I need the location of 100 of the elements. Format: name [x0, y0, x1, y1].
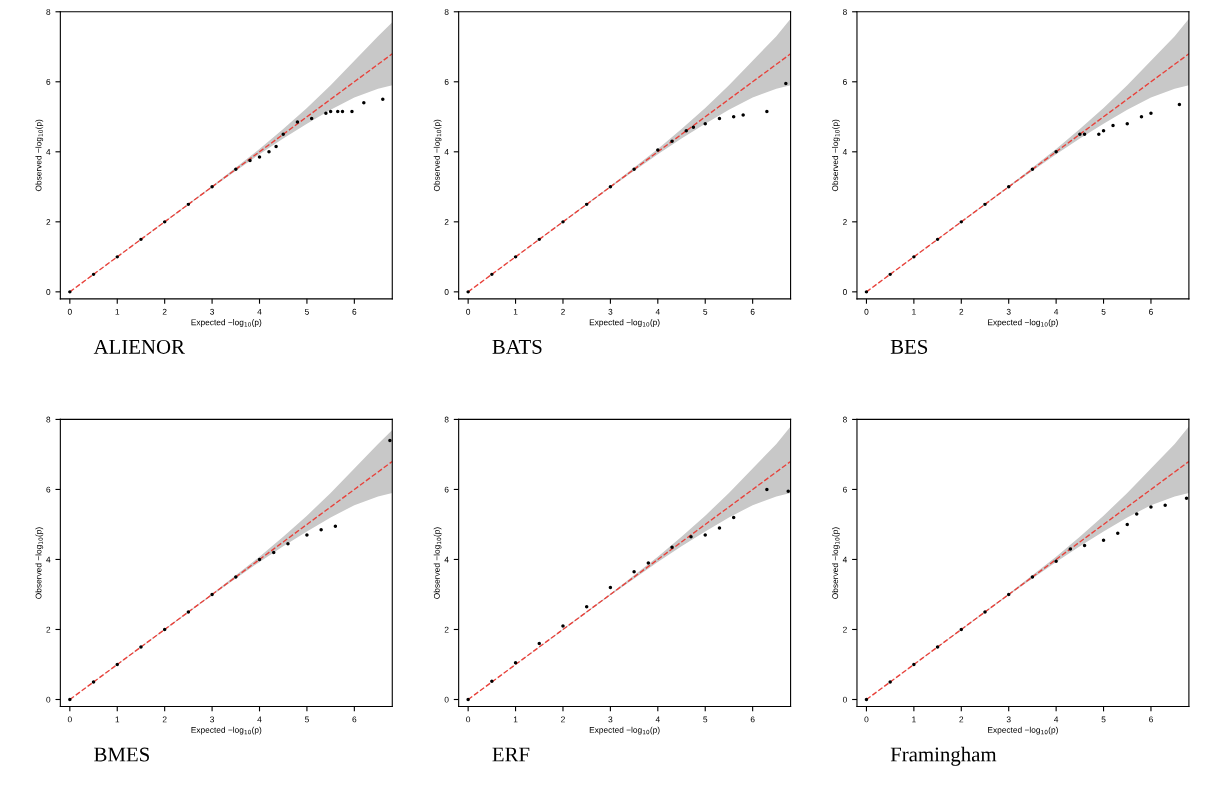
- x-axis-title: Expected −log$_{10}$(p): [988, 726, 1058, 735]
- point: [328, 109, 333, 114]
- point: [691, 125, 696, 130]
- x-tick-label: 0: [864, 308, 869, 315]
- x-tick-label: 6: [750, 716, 755, 723]
- y-tick-label: 4: [842, 556, 847, 563]
- point: [1007, 592, 1011, 597]
- x-tick-label: 5: [703, 716, 708, 723]
- point: [741, 113, 745, 117]
- text: ALIENOR: [93, 339, 185, 354]
- point: [584, 202, 589, 207]
- point: [324, 111, 328, 115]
- x-tick-label: 3: [608, 716, 613, 723]
- x-tick-label: 4: [655, 716, 660, 723]
- point: [656, 148, 660, 152]
- point: [267, 150, 271, 154]
- x-tick-label: 3: [1006, 308, 1011, 315]
- x-tick-label: 0: [466, 716, 471, 723]
- x-tick-label: 1: [513, 716, 518, 723]
- point: [1139, 115, 1144, 119]
- x-tick-label: 1: [513, 308, 518, 315]
- point: [1135, 512, 1139, 516]
- point: [717, 116, 722, 121]
- x-tick-label: 5: [304, 716, 309, 723]
- point: [139, 237, 143, 242]
- x-tick-label: 5: [304, 308, 309, 315]
- point: [286, 542, 290, 546]
- point: [1030, 167, 1035, 172]
- x-tick-label: 3: [608, 308, 613, 315]
- text: Framingham: [890, 746, 997, 766]
- x-tick-label: 6: [352, 716, 357, 723]
- point: [537, 641, 541, 646]
- y-tick-label: 0: [842, 289, 847, 295]
- x-tick-label: 6: [1149, 716, 1153, 723]
- point: [983, 610, 987, 614]
- y-tick-label: 4: [46, 556, 51, 563]
- point: [1125, 522, 1129, 527]
- point: [632, 570, 636, 574]
- point: [490, 272, 494, 277]
- x-tick-label: 1: [115, 308, 120, 315]
- point: [91, 272, 96, 277]
- y-axis-title: Observed −log$_{10}$(p): [433, 119, 442, 192]
- y-tick-label: 0: [842, 696, 847, 703]
- point: [784, 81, 788, 86]
- y-tick-label: 6: [843, 486, 847, 493]
- x-axis-title: Expected −log$_{10}$(p): [589, 726, 660, 735]
- x-tick-label: 5: [1101, 716, 1106, 723]
- point: [272, 550, 276, 555]
- y-tick-label: 8: [46, 416, 51, 423]
- x-tick-label: 0: [864, 716, 869, 723]
- point: [1149, 111, 1153, 115]
- y-tick-label: 0: [444, 289, 449, 295]
- point: [309, 116, 314, 121]
- x-tick-label: 0: [466, 308, 471, 315]
- x-tick-label: 2: [561, 716, 565, 723]
- y-tick-label: 0: [444, 696, 449, 703]
- point: [1054, 559, 1058, 563]
- point: [186, 202, 191, 207]
- point: [139, 645, 143, 649]
- y-tick-label: 6: [444, 78, 449, 85]
- x-tick-label: 4: [655, 308, 660, 315]
- point: [561, 624, 565, 628]
- x-tick-label: 3: [210, 308, 215, 315]
- x-axis-title: Expected −log$_{10}$(p): [988, 319, 1058, 327]
- x-tick-label: 1: [115, 716, 120, 723]
- point: [1082, 132, 1087, 137]
- point: [888, 680, 892, 684]
- y-tick-label: 2: [843, 219, 847, 225]
- point: [646, 561, 651, 565]
- point: [959, 627, 963, 632]
- x-tick-label: 4: [257, 308, 262, 315]
- point: [162, 627, 167, 632]
- y-tick-label: 8: [444, 8, 449, 15]
- point: [257, 557, 262, 562]
- point: [68, 697, 72, 702]
- point: [1177, 102, 1182, 107]
- x-tick-label: 6: [1149, 308, 1153, 315]
- text: BMES: [94, 747, 149, 762]
- y-axis-title: Observed −log$_{10}$(p): [35, 527, 44, 599]
- x-tick-label: 3: [210, 716, 215, 723]
- y-tick-label: 6: [444, 486, 449, 493]
- y-tick-label: 2: [444, 626, 449, 633]
- y-tick-label: 6: [46, 78, 51, 85]
- x-tick-label: 6: [352, 308, 357, 315]
- y-axis-title: Observed −log$_{10}$(p): [832, 119, 840, 192]
- x-tick-label: 5: [703, 308, 708, 315]
- x-axis-title: Expected −log$_{10}$(p): [191, 726, 262, 735]
- x-tick-label: 2: [162, 716, 167, 723]
- point: [1149, 505, 1153, 509]
- y-tick-label: 8: [842, 8, 847, 15]
- point: [388, 438, 392, 443]
- point: [864, 290, 869, 294]
- x-tick-label: 2: [959, 716, 964, 723]
- point: [1184, 496, 1189, 500]
- x-tick-label: 2: [561, 308, 565, 315]
- point: [670, 545, 674, 549]
- text: BES: [890, 339, 928, 354]
- y-tick-label: 4: [444, 149, 449, 155]
- point: [703, 533, 707, 537]
- x-tick-label: 2: [162, 308, 167, 315]
